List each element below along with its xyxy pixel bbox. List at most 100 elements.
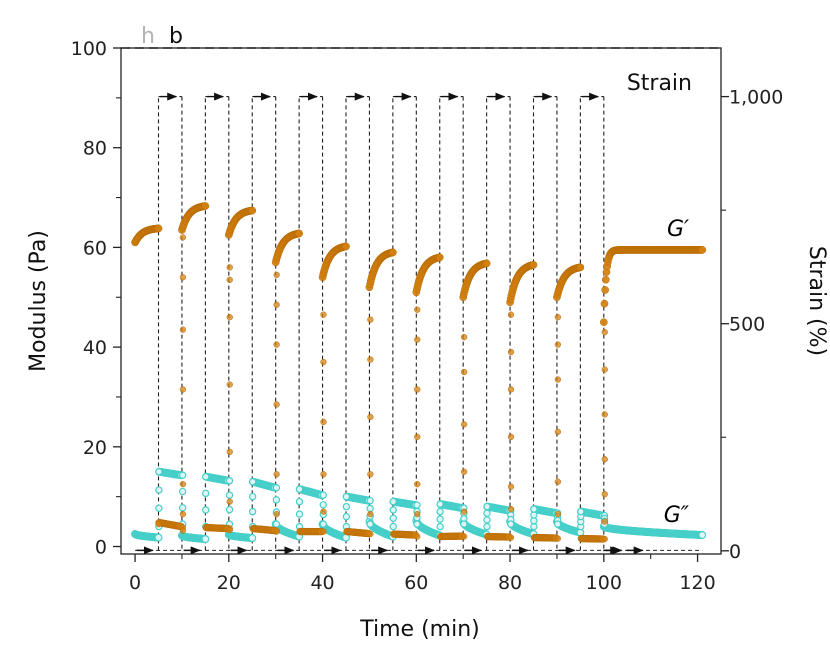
y-tick-label: 80 — [83, 138, 107, 160]
g-prime-label: G′ — [667, 217, 689, 242]
g-double-prime-point — [202, 473, 210, 481]
g-prime-point — [601, 329, 608, 336]
g-prime-point — [342, 242, 350, 251]
g-prime-point — [460, 533, 468, 540]
g-prime-point — [554, 341, 562, 348]
panel-label-b: b — [169, 24, 183, 49]
g-prime-point — [201, 202, 210, 210]
g-prime-point — [226, 264, 233, 271]
g-double-prime-point — [413, 501, 421, 509]
g-double-prime-point — [366, 496, 374, 505]
panel-label-h: h — [141, 24, 155, 49]
plot-frame — [120, 47, 722, 555]
y-axis-title: Modulus (Pa) — [26, 230, 51, 372]
g-prime-point — [554, 314, 562, 321]
g-prime-point — [320, 508, 327, 515]
axes: 0 20 40 60 80 100 120 0 20 40 60 80 100 0 500 1,000 — [71, 38, 784, 594]
g-prime-point — [179, 510, 187, 518]
g-prime-point — [435, 253, 444, 262]
g-double-prime-point — [295, 510, 304, 518]
g-prime-point — [367, 356, 374, 363]
x-tick-label: 20 — [217, 572, 241, 594]
x-tick-label: 60 — [404, 572, 428, 594]
g-prime-point — [507, 348, 515, 356]
g-prime-point — [273, 401, 280, 408]
g-double-prime-point — [342, 502, 351, 511]
y-tick-label: 100 — [71, 38, 107, 60]
g-prime-point — [226, 381, 233, 388]
g-double-prime-series — [131, 467, 707, 544]
y-tick-label: 40 — [83, 337, 107, 359]
g-prime-point — [179, 326, 187, 333]
g-double-prime-point — [342, 512, 351, 521]
g-prime-point — [273, 271, 280, 278]
g-prime-point — [414, 386, 421, 393]
g-prime-point — [460, 333, 468, 341]
g-prime-point — [320, 358, 327, 366]
g-prime-point — [155, 520, 162, 528]
g-prime-point — [367, 316, 374, 323]
g-double-prime-point — [389, 514, 397, 522]
g-double-prime-point — [154, 533, 163, 542]
g-prime-point — [507, 311, 515, 318]
g-prime-point — [576, 263, 585, 272]
g-prime-point — [414, 433, 421, 440]
y-tick-label: 20 — [83, 437, 107, 459]
g-prime-point — [320, 528, 327, 535]
g-double-prime-point — [483, 509, 491, 517]
g-double-prime-point — [436, 500, 444, 508]
g-prime-point — [601, 275, 610, 284]
g-prime-point — [367, 530, 374, 538]
g-prime-point — [226, 498, 233, 505]
g-prime-point — [226, 526, 233, 534]
g-prime-point — [554, 510, 562, 518]
g-double-prime-point — [507, 520, 515, 528]
g-prime-point — [414, 510, 421, 518]
g-double-prime-point — [436, 507, 444, 516]
g-double-prime-point — [530, 505, 538, 513]
g-double-prime-point — [272, 496, 281, 504]
g-prime-point — [179, 234, 187, 241]
g-double-prime-point — [202, 489, 210, 498]
y-tick-label: 60 — [83, 237, 107, 259]
g-double-prime-point — [577, 507, 585, 516]
g-double-prime-point — [342, 492, 351, 501]
g-double-prime-point — [225, 491, 234, 499]
g-prime-point — [414, 336, 421, 343]
g-prime-point — [414, 481, 421, 488]
g-prime-point — [367, 471, 374, 478]
g-double-prime-point — [202, 506, 210, 514]
g-double-prime-point — [248, 478, 257, 486]
g-double-prime-point — [178, 471, 187, 479]
g-double-prime-point — [553, 520, 562, 528]
g-double-prime-point — [248, 492, 257, 501]
g-prime-point — [320, 311, 327, 318]
g-double-prime-point — [155, 468, 163, 476]
g-prime-point — [554, 535, 562, 542]
g-double-prime-label: G″ — [664, 503, 690, 528]
g-prime-point — [482, 259, 491, 268]
g-prime-point — [698, 246, 707, 254]
g-prime-point — [154, 224, 163, 233]
g-double-prime-point — [483, 522, 491, 531]
g-double-prime-point — [483, 502, 491, 511]
y-tick-label: 0 — [95, 537, 107, 559]
g-double-prime-point — [155, 486, 163, 494]
g-prime-point — [320, 418, 327, 426]
x-tick-label: 100 — [586, 572, 622, 594]
g-double-prime-point — [225, 505, 234, 514]
g-prime-point — [273, 301, 280, 308]
g-prime-point — [507, 483, 515, 490]
g-double-prime-point — [366, 504, 374, 513]
x-tick-label: 120 — [679, 572, 715, 594]
g-double-prime-point — [248, 534, 257, 543]
g-prime-point — [554, 376, 562, 383]
g-double-prime-point — [272, 520, 281, 528]
g-prime-point — [460, 468, 468, 475]
g-prime-point — [601, 491, 608, 498]
x-tick-label: 80 — [498, 572, 522, 594]
g-double-prime-point — [225, 477, 234, 485]
g-prime-point — [226, 448, 233, 455]
strain-label: Strain — [627, 71, 692, 96]
